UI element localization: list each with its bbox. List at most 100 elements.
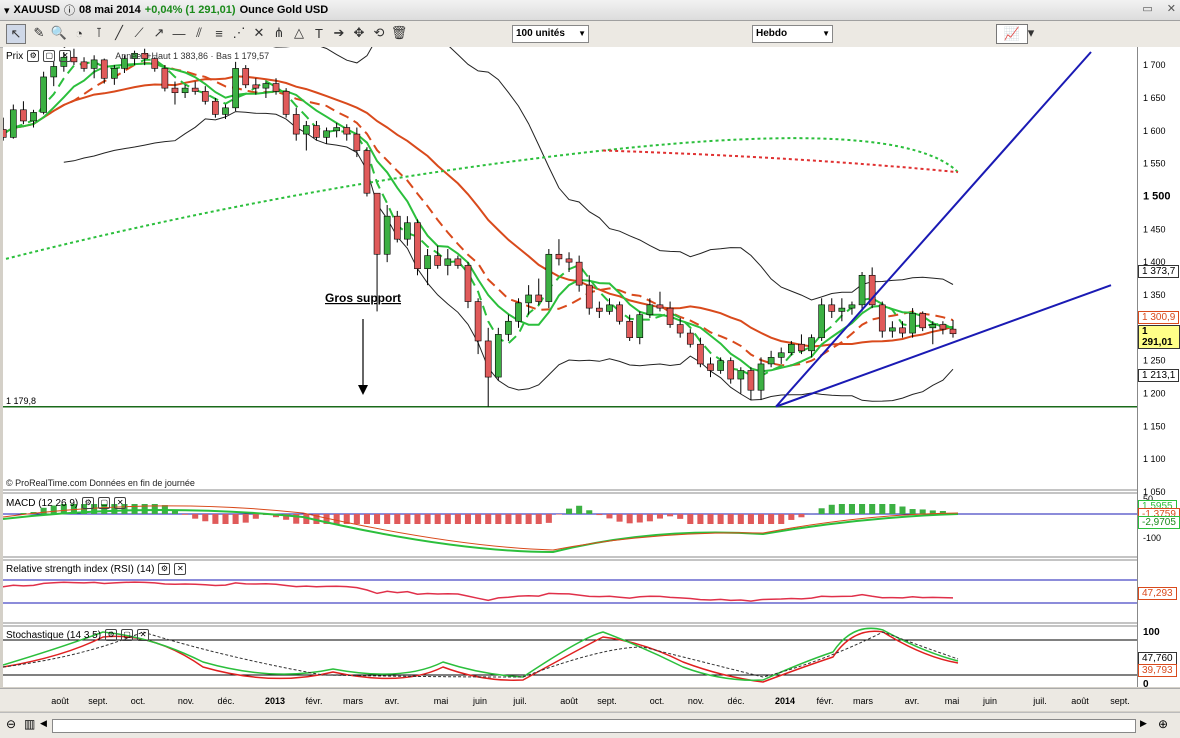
macd-histogram-bar	[627, 514, 633, 523]
time-tick-label: févr.	[305, 696, 322, 706]
cursor-tool-icon[interactable]: ↖	[6, 24, 26, 44]
candle-body	[536, 295, 542, 302]
candle-body	[313, 126, 319, 138]
candle-body	[546, 254, 552, 301]
macd-histogram-bar	[495, 514, 501, 524]
candle-body	[414, 223, 420, 269]
zoom-tool-icon[interactable]: 🔍	[50, 24, 68, 42]
candle-body	[475, 302, 481, 341]
info-icon[interactable]: ⓘ	[64, 2, 75, 18]
candle-body	[930, 325, 936, 328]
zoom-out-icon[interactable]: ⊖	[6, 717, 16, 731]
macd-histogram-bar	[253, 514, 259, 519]
macd-histogram-bar	[374, 514, 380, 524]
wrench-icon[interactable]: ⚙	[82, 497, 94, 509]
candle-body	[455, 259, 461, 266]
close-panel-icon[interactable]: ✕	[114, 497, 126, 509]
candle-body	[738, 371, 744, 380]
candle-body	[354, 134, 360, 150]
macd-histogram-bar	[364, 514, 370, 524]
macd-histogram-bar	[697, 514, 703, 524]
indicators-icon[interactable]: 📈	[996, 24, 1028, 44]
minimize-icon[interactable]: ▭	[1142, 2, 1152, 15]
macd-histogram-bar	[596, 514, 602, 515]
macd-histogram-bar	[202, 514, 208, 521]
price-tick-label: 1 700	[1143, 60, 1166, 70]
fibonacci-tool-icon[interactable]: ≡	[210, 24, 228, 42]
pencil-tool-icon[interactable]: ✎	[30, 24, 48, 42]
candle-body	[10, 110, 16, 138]
macd-histogram-bar	[606, 514, 612, 518]
time-tick-label: 2014	[775, 696, 795, 706]
scrollbar[interactable]: ⊖ ▥ ◀ ▶ ⊕	[0, 712, 1180, 738]
candle-body	[445, 259, 451, 266]
macd-histogram-bar	[879, 504, 885, 514]
channel-tool-icon[interactable]: ⫽	[190, 24, 208, 42]
trash-icon[interactable]: 🗑	[390, 24, 408, 42]
ruler-tool-icon[interactable]: ⊺	[90, 24, 108, 42]
macd-histogram-bar	[445, 514, 451, 524]
close-icon[interactable]: ✕	[1167, 2, 1176, 15]
close-panel-icon[interactable]: ✕	[174, 563, 186, 575]
fan-tool-icon[interactable]: ⋰	[230, 24, 248, 42]
macd-histogram-bar	[475, 514, 481, 524]
scroll-right-icon[interactable]: ▶	[1140, 718, 1147, 729]
macd-histogram-bar	[819, 508, 825, 514]
triangle-tool-icon[interactable]: △	[290, 24, 308, 42]
candle-body	[182, 88, 188, 93]
window-icon[interactable]: ▢	[43, 50, 55, 62]
macd-histogram-bar	[404, 514, 410, 524]
scroll-track[interactable]	[52, 719, 1136, 733]
arrow-tool-icon[interactable]: ➔	[330, 24, 348, 42]
wrench-icon[interactable]: ⚙	[158, 563, 170, 575]
support-value-label: 1 179,8	[6, 396, 36, 406]
macd-tick-label: -100	[1143, 533, 1161, 543]
ma200-red-dotted	[603, 151, 958, 173]
indicators-dropdown-icon[interactable]: ▾	[1026, 24, 1036, 42]
macd-histogram-bar	[546, 514, 552, 523]
wrench-icon[interactable]: ⚙	[105, 629, 117, 641]
line-tool-icon[interactable]: ╱	[110, 24, 128, 42]
macd-histogram-bar	[435, 514, 441, 524]
hand-tool-icon[interactable]: ✥	[350, 24, 368, 42]
data-source-footer: © ProRealTime.com Données en fin de jour…	[6, 478, 195, 488]
gauge-tool-icon[interactable]: ◔	[70, 24, 88, 42]
candle-body	[596, 308, 602, 311]
close-panel-icon[interactable]: ✕	[59, 50, 71, 62]
macd-histogram-bar	[515, 514, 521, 524]
period-select[interactable]: Hebdo▼	[752, 25, 833, 43]
macd-histogram-bar	[414, 514, 420, 524]
time-tick-label: mars	[343, 696, 363, 706]
candle-body	[617, 305, 623, 321]
time-tick-label: févr.	[816, 696, 833, 706]
last-price-tag: 1 291,01	[1138, 325, 1180, 349]
candle-body	[920, 313, 926, 327]
rsi-panel-header: Relative strength index (RSI) (14) ⚙ ✕	[6, 563, 186, 575]
macd-histogram-bar	[132, 504, 138, 514]
wrench-icon[interactable]: ⚙	[27, 50, 39, 62]
candle-body	[677, 325, 683, 334]
undo-icon[interactable]: ⟲	[370, 24, 388, 42]
pitchfork-tool-icon[interactable]: ⋔	[270, 24, 288, 42]
macd-histogram-bar	[485, 514, 491, 524]
window-icon[interactable]: ▢	[98, 497, 110, 509]
segment-tool-icon[interactable]: ⟋	[130, 24, 148, 42]
dropdown-icon[interactable]: ▾	[4, 4, 10, 17]
bars-icon[interactable]: ▥	[24, 717, 35, 731]
units-select[interactable]: 100 unités▼	[512, 25, 589, 43]
horizontal-line-icon[interactable]: —	[170, 24, 188, 42]
gann-tool-icon[interactable]: ✕	[250, 24, 268, 42]
scroll-left-icon[interactable]: ◀	[40, 718, 47, 729]
text-tool-icon[interactable]: T	[310, 24, 328, 42]
symbol-label[interactable]: XAUUSD	[14, 4, 60, 16]
zoom-in-icon[interactable]: ⊕	[1158, 717, 1168, 731]
close-panel-icon[interactable]: ✕	[137, 629, 149, 641]
ray-tool-icon[interactable]: ↗	[150, 24, 168, 42]
window-icon[interactable]: ▢	[121, 629, 133, 641]
price-panel-label: Prix	[6, 51, 23, 62]
candle-body	[263, 84, 269, 89]
candle-body	[798, 344, 804, 351]
